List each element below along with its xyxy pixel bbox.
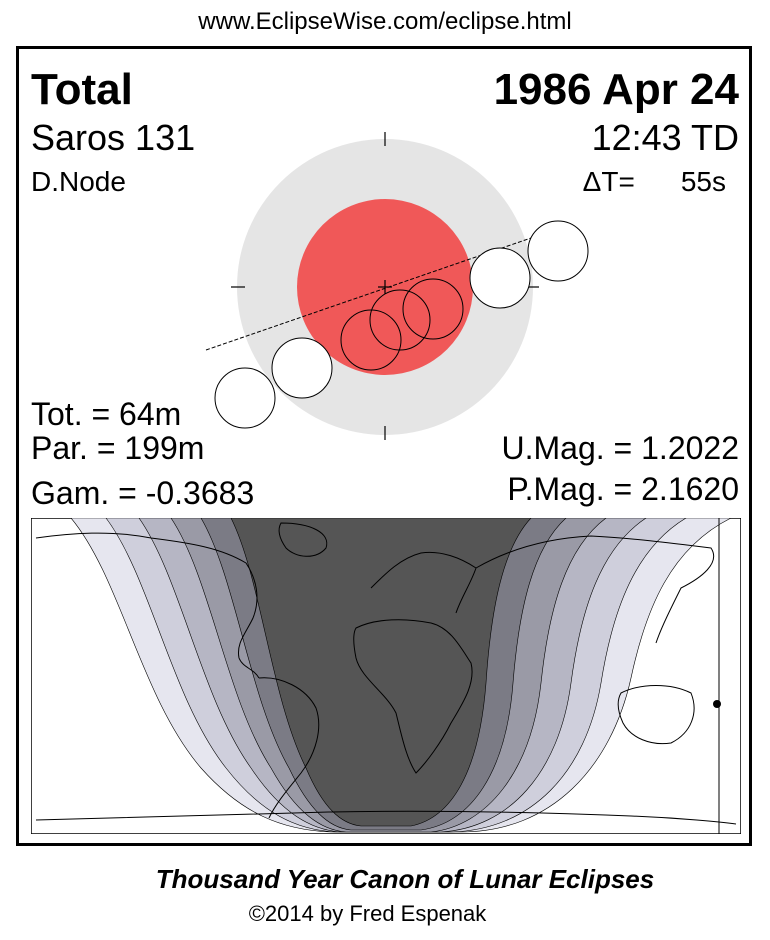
node-type: D.Node <box>31 166 126 197</box>
moon-position-u1 <box>271 337 333 399</box>
penumbral-magnitude: P.Mag. = 2.1620 <box>507 471 739 507</box>
saros-number: Saros 131 <box>31 117 196 158</box>
eclipse-type: Total <box>31 65 133 114</box>
totality-duration: Tot. = 64m <box>31 396 182 432</box>
moon-position-p1 <box>214 367 276 429</box>
south-america-coast <box>258 677 320 819</box>
eclipse-date: 1986 Apr 24 <box>493 65 739 114</box>
copyright-credit: ©2014 by Fred Espenak <box>248 901 487 926</box>
moon-positions <box>214 220 589 429</box>
totality-zone <box>230 518 532 827</box>
moon-position-u2 <box>340 309 402 371</box>
greenland-coast <box>278 522 328 557</box>
moon-position-max <box>369 289 431 351</box>
africa-coast <box>353 619 473 774</box>
canon-title: Thousand Year Canon of Lunar Eclipses <box>155 864 655 894</box>
moon-position-u4 <box>469 247 531 309</box>
eclipse-time: 12:43 TD <box>591 117 739 158</box>
moon-position-u3 <box>402 278 464 340</box>
antarctica-coast <box>35 810 737 825</box>
north-america-coast <box>35 532 260 679</box>
coastlines <box>35 522 737 825</box>
delta-t-label: ΔT= <box>582 166 635 197</box>
gamma-value: Gam. = -0.3683 <box>31 475 255 511</box>
umbral-magnitude: U.Mag. = 1.2022 <box>501 430 739 466</box>
australia-coast <box>617 685 695 745</box>
delta-t-value: 55s <box>680 166 726 197</box>
asia-coast <box>475 535 715 644</box>
visibility-map <box>31 518 741 834</box>
moon-position-p4 <box>527 220 589 282</box>
sub-lunar-point-marker <box>713 700 721 708</box>
partial-duration: Par. = 199m <box>31 430 205 466</box>
delta-t: ΔT= 55s <box>583 168 726 196</box>
source-url[interactable]: www.EclipseWise.com/eclipse.html <box>198 8 572 35</box>
europe-coast <box>370 551 477 614</box>
eclipse-panel-frame <box>16 46 752 846</box>
eclipse-geometry-diagram <box>205 132 589 440</box>
